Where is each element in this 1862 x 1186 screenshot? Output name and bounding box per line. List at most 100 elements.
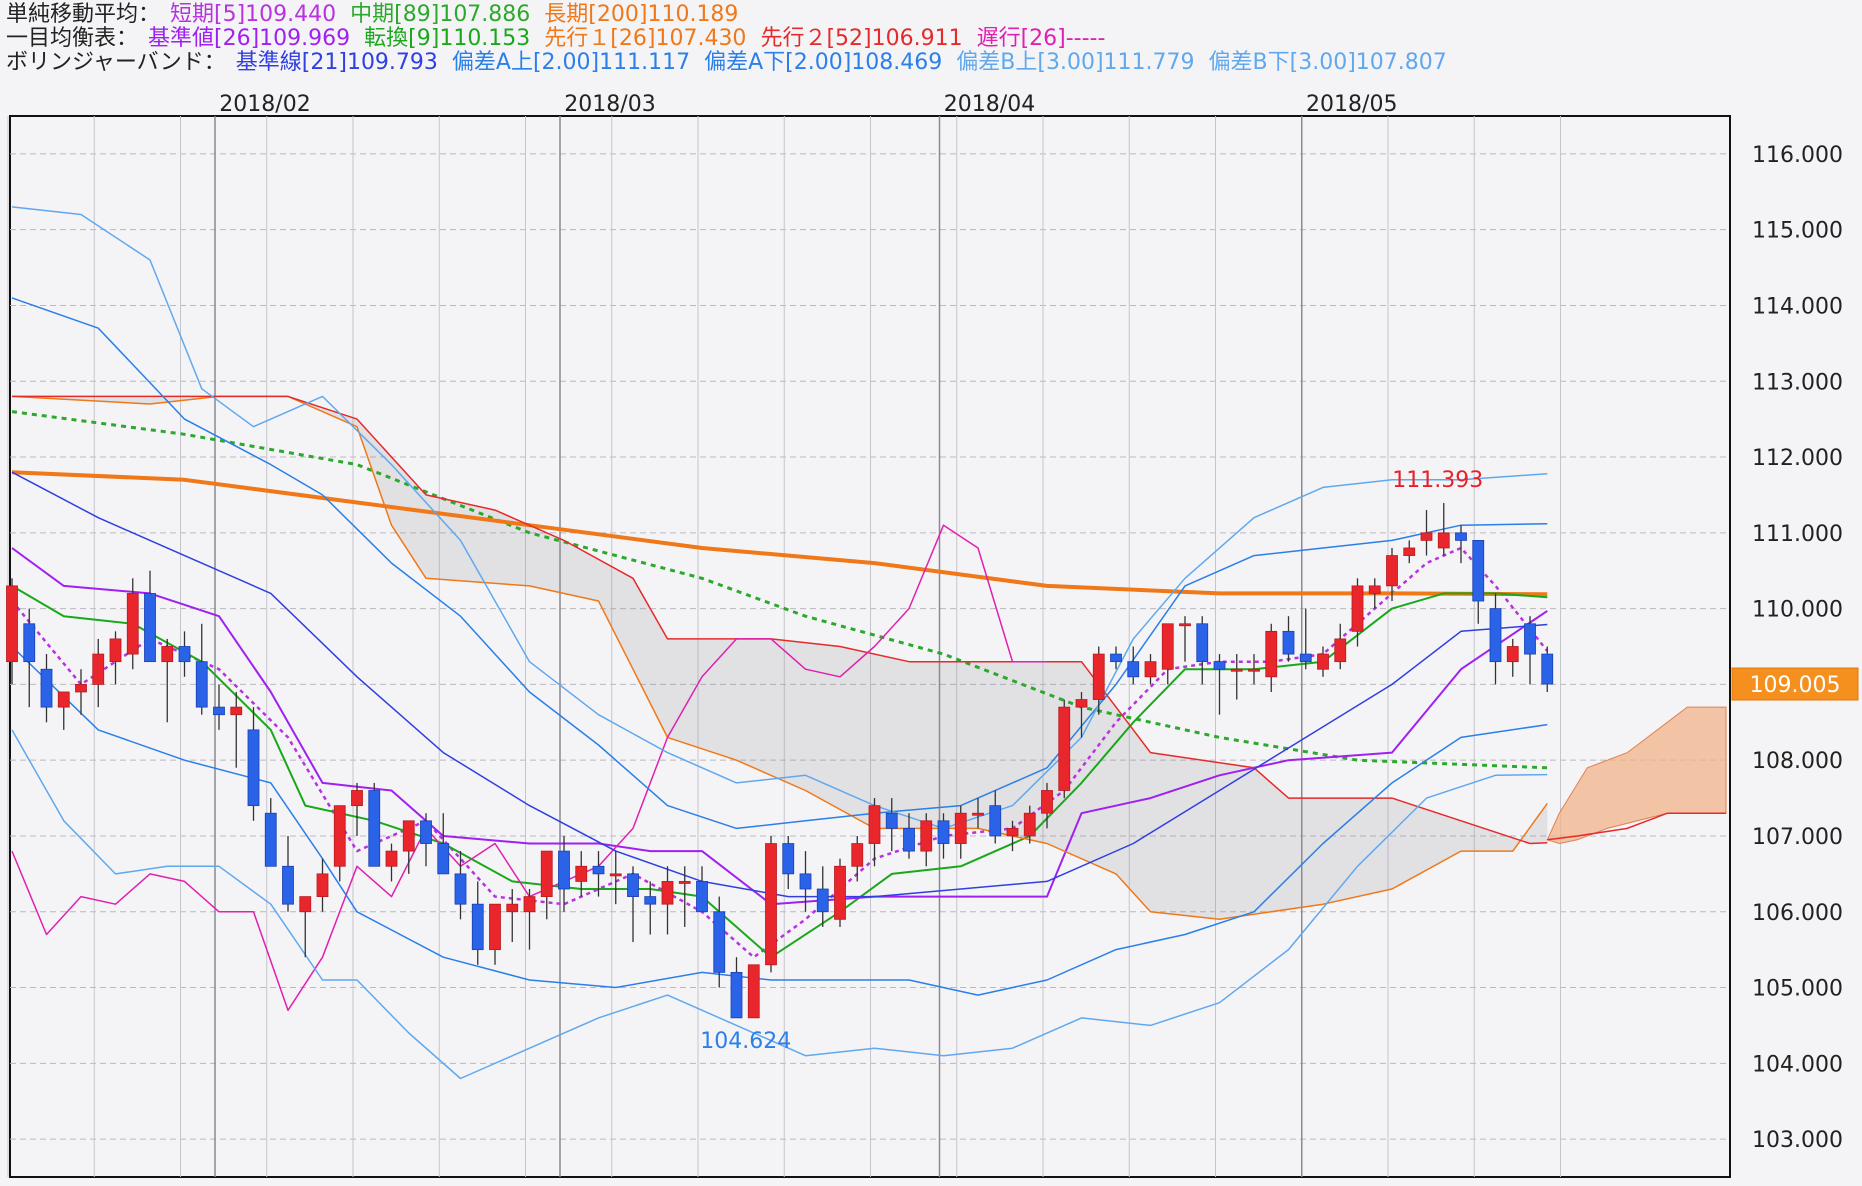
candle-body <box>1127 661 1140 678</box>
bollinger-legend-title: ボリンジャーバンド： <box>6 50 226 75</box>
indicator-legend: 単純移動平均： 短期[5]109.440 中期[89]107.886 長期[200]1… <box>0 0 1862 80</box>
candle-body <box>627 873 639 897</box>
candle <box>1455 525 1467 564</box>
candle-body <box>903 827 915 852</box>
y-tick-label: 106.000 <box>1752 901 1843 926</box>
candle <box>799 851 812 912</box>
candle <box>523 889 536 950</box>
candle <box>1524 616 1536 685</box>
candle <box>40 654 53 723</box>
candle-body <box>730 971 743 1019</box>
candle <box>1006 820 1019 852</box>
candle <box>506 889 519 943</box>
candle-body <box>1506 646 1519 663</box>
candle-body <box>799 873 812 890</box>
candle-body <box>1006 827 1019 837</box>
candle-body <box>506 903 519 913</box>
bb-mid-legend: 基準線[21]109.793 <box>235 50 438 75</box>
candle-body <box>575 865 588 882</box>
indicator-line-A下 <box>11 645 1548 996</box>
candle-body <box>644 896 657 905</box>
candle-body <box>282 865 294 905</box>
candle-body <box>471 903 484 951</box>
candle <box>1299 608 1312 670</box>
candle <box>126 578 139 670</box>
indicator-line-B下 <box>11 729 1548 1080</box>
candle-body <box>23 623 36 663</box>
candle-body <box>1368 585 1381 594</box>
candle-body <box>696 881 708 913</box>
candle <box>1506 638 1519 677</box>
candle-body <box>230 706 243 716</box>
candle <box>627 866 639 943</box>
candle-body <box>333 805 346 867</box>
bollinger-legend-row: ボリンジャーバンド： 基準線[21]109.793 偏差A上[2.00]111.11… <box>6 50 1461 76</box>
candle <box>1334 623 1347 670</box>
candle-body <box>351 790 363 807</box>
candle <box>316 858 329 912</box>
candle-body <box>92 653 105 685</box>
candle-body <box>1455 532 1467 541</box>
candle <box>178 631 191 677</box>
candle <box>57 691 70 730</box>
candle-body <box>1334 638 1347 663</box>
candle <box>471 881 484 965</box>
candle-body <box>540 850 553 897</box>
candle-body <box>954 812 967 844</box>
x-tick-label: 2018/04 <box>944 92 1035 117</box>
candle-body <box>1386 555 1398 587</box>
candle-body <box>1161 623 1174 670</box>
indicator-line-A上 <box>11 297 1548 830</box>
y-tick-label: 103.000 <box>1752 1128 1843 1153</box>
candle <box>1265 623 1278 692</box>
candle-body <box>523 896 536 913</box>
chikou-legend: 遅行[26]----- <box>976 26 1106 51</box>
candle-body <box>1213 661 1226 670</box>
candle-body <box>316 873 329 897</box>
candle-body <box>195 661 208 708</box>
candle <box>868 798 881 867</box>
candle <box>23 608 36 708</box>
candle-body <box>747 964 760 1019</box>
candle <box>333 805 346 882</box>
candle-body <box>420 820 432 844</box>
y-tick-label: 111.000 <box>1752 522 1843 547</box>
candle-body <box>816 888 829 913</box>
candle <box>678 866 691 927</box>
candle <box>834 858 846 927</box>
candle-body <box>782 843 795 875</box>
candle-body <box>678 881 691 884</box>
candle-body <box>851 843 864 867</box>
x-tick-label: 2018/05 <box>1306 92 1397 117</box>
candle-body <box>661 881 674 905</box>
x-tick-label: 2018/02 <box>219 92 310 117</box>
candle-body <box>558 850 570 890</box>
bb-b-upper-legend: 偏差B上[3.00]111.779 <box>956 50 1195 75</box>
candle-body <box>765 843 777 966</box>
candle <box>954 805 967 859</box>
y-tick-label: 115.000 <box>1752 219 1843 244</box>
y-tick-label: 112.000 <box>1752 446 1843 471</box>
candle-body <box>1058 706 1071 791</box>
candle-body <box>834 865 846 920</box>
indicator-line-先行1 <box>11 395 1548 921</box>
candle <box>1437 503 1450 556</box>
candle <box>765 835 777 973</box>
candle-body <box>213 706 225 716</box>
candle <box>1282 616 1295 662</box>
sma89-legend: 中期[89]107.886 <box>350 2 531 27</box>
candle <box>1179 616 1191 662</box>
candle <box>713 896 726 988</box>
candle-body <box>1248 668 1260 672</box>
candle <box>885 798 898 852</box>
candle <box>282 835 294 912</box>
candle <box>368 782 381 867</box>
sma200-legend: 長期[200]110.189 <box>544 2 739 27</box>
candle <box>1213 654 1226 715</box>
senkou2-legend: 先行２[52]106.911 <box>760 26 963 51</box>
candle-body <box>1351 585 1364 632</box>
candle <box>1110 646 1122 670</box>
candle <box>609 851 622 905</box>
y-tick-label: 114.000 <box>1752 294 1843 319</box>
